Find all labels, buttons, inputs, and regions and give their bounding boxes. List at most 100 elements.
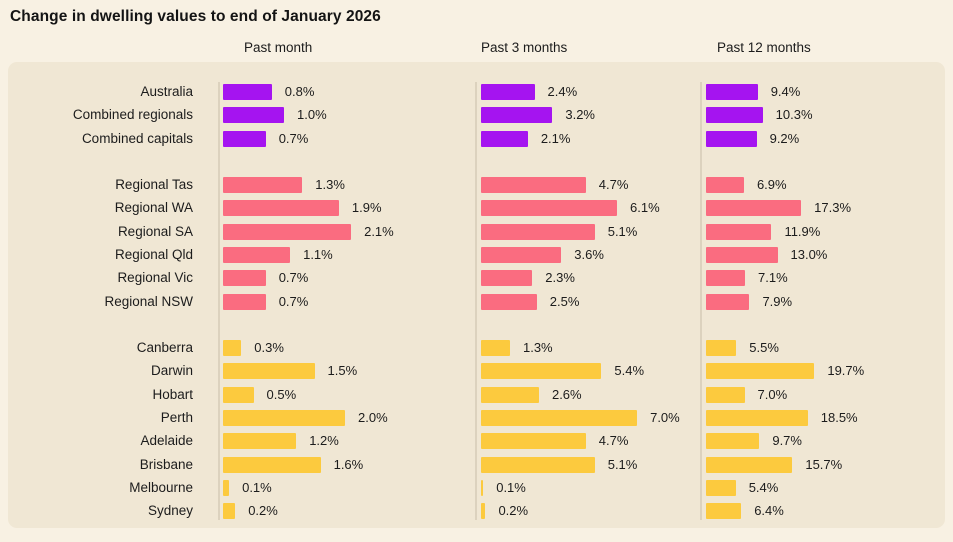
- bar-capital-cities: [706, 340, 737, 357]
- bar-value-label: 5.5%: [749, 340, 779, 356]
- bar-regional-markets: [706, 200, 802, 217]
- bar-capital-cities: [706, 503, 742, 520]
- bar-value-label: 19.7%: [827, 363, 865, 379]
- bar-regional-markets: [223, 177, 303, 194]
- bar-value-label: 1.0%: [297, 107, 327, 123]
- bar-regional-markets: [481, 293, 537, 310]
- column-header-past-3-months: Past 3 months: [481, 40, 568, 55]
- bar-value-label: 1.3%: [522, 340, 553, 356]
- bar-value-label: 6.4%: [754, 503, 784, 519]
- bar-capital-cities: [481, 410, 638, 426]
- bar-regional-markets: [706, 223, 772, 240]
- column-header-past-month: Past month: [244, 40, 313, 55]
- bar-capital-cities: [481, 456, 595, 473]
- row-label: Sydney: [147, 503, 193, 519]
- bar-regional-markets: [481, 247, 562, 263]
- bar-national-aggregates: [706, 130, 757, 147]
- bar-value-label: 0.5%: [266, 386, 297, 402]
- bar-value-label: 1.6%: [333, 456, 364, 472]
- bar-value-label: 0.8%: [284, 84, 315, 99]
- bar-capital-cities: [223, 503, 236, 520]
- bar-regional-markets: [481, 223, 595, 240]
- bar-regional-markets: [706, 247, 778, 263]
- bar-value-label: 7.0%: [650, 410, 680, 425]
- bar-capital-cities: [706, 456, 793, 473]
- bar-national-aggregates: [481, 107, 553, 124]
- bar-value-label: 17.3%: [814, 200, 852, 216]
- row-label: Combined capitals: [81, 130, 193, 146]
- bar-capital-cities: [223, 363, 315, 380]
- bar-capital-cities: [223, 386, 254, 403]
- bar-value-label: 0.3%: [254, 340, 284, 356]
- bar-value-label: 3.2%: [565, 107, 595, 123]
- bar-regional-markets: [223, 293, 266, 310]
- bar-value-label: 5.4%: [748, 479, 779, 495]
- bar-regional-markets: [706, 270, 746, 287]
- row-label: Regional Qld: [114, 247, 193, 262]
- bar-value-label: 1.9%: [351, 200, 382, 216]
- row-label: Darwin: [150, 363, 193, 379]
- row-label: Regional Vic: [117, 270, 193, 286]
- bar-value-label: 0.7%: [278, 293, 309, 309]
- bar-capital-cities: [481, 479, 484, 496]
- bar-value-label: 6.1%: [630, 200, 660, 216]
- bar-national-aggregates: [706, 107, 763, 124]
- bar-value-label: 1.3%: [315, 177, 345, 193]
- bar-value-label: 13.0%: [790, 247, 828, 262]
- bar-value-label: 2.5%: [549, 293, 580, 309]
- bar-capital-cities: [481, 503, 486, 520]
- bar-value-label: 2.0%: [358, 410, 388, 425]
- row-label: Regional SA: [117, 223, 193, 239]
- chart-title: Change in dwelling values to end of Janu…: [10, 8, 381, 25]
- bar-national-aggregates: [481, 84, 535, 100]
- bar-national-aggregates: [223, 130, 266, 147]
- row-label: Canberra: [136, 340, 193, 356]
- bar-value-label: 9.4%: [770, 84, 801, 99]
- bar-value-label: 2.1%: [364, 223, 394, 239]
- bar-value-label: 1.2%: [309, 433, 339, 449]
- bar-value-label: 5.4%: [614, 363, 645, 379]
- bar-value-label: 15.7%: [805, 456, 843, 472]
- bar-regional-markets: [481, 270, 533, 287]
- bar-value-label: 7.9%: [762, 293, 793, 309]
- zero-axis-line-col2: [475, 82, 477, 520]
- row-label: Hobart: [152, 386, 193, 402]
- bar-capital-cities: [223, 433, 297, 450]
- bar-value-label: 3.6%: [574, 247, 604, 262]
- bar-capital-cities: [706, 433, 760, 450]
- bar-value-label: 18.5%: [820, 410, 858, 425]
- bar-value-label: 9.7%: [772, 433, 802, 449]
- zero-axis-line-col1: [218, 82, 220, 520]
- bar-capital-cities: [706, 479, 736, 496]
- chart-panel: Australia 0.8% 2.4% 9.4% Combined regionals 1…: [8, 62, 945, 528]
- bar-regional-markets: [481, 200, 618, 217]
- bar-value-label: 10.3%: [775, 107, 813, 123]
- bar-national-aggregates: [706, 84, 758, 100]
- bar-regional-markets: [223, 223, 352, 240]
- bar-value-label: 2.4%: [547, 84, 578, 99]
- bar-value-label: 2.3%: [545, 270, 575, 286]
- bar-value-label: 0.1%: [242, 479, 272, 495]
- bar-value-label: 6.9%: [756, 177, 787, 193]
- bar-regional-markets: [481, 177, 586, 194]
- bar-capital-cities: [223, 479, 230, 496]
- bar-value-label: 0.7%: [278, 130, 309, 146]
- zero-axis-line-col3: [700, 82, 702, 520]
- bar-capital-cities: [223, 456, 321, 473]
- row-label: Adelaide: [140, 433, 193, 449]
- bar-regional-markets: [706, 293, 750, 310]
- bar-capital-cities: [481, 363, 602, 380]
- bar-value-label: 0.2%: [498, 503, 529, 519]
- bar-national-aggregates: [223, 107, 284, 124]
- bar-capital-cities: [223, 340, 242, 357]
- bar-regional-markets: [706, 177, 744, 194]
- bar-value-label: 1.5%: [327, 363, 358, 379]
- bar-capital-cities: [481, 433, 586, 450]
- bar-capital-cities: [706, 410, 808, 426]
- bar-regional-markets: [223, 270, 266, 287]
- bar-capital-cities: [223, 410, 345, 426]
- row-label: Regional NSW: [104, 293, 193, 309]
- row-label: Combined regionals: [72, 107, 193, 123]
- bar-national-aggregates: [481, 130, 528, 147]
